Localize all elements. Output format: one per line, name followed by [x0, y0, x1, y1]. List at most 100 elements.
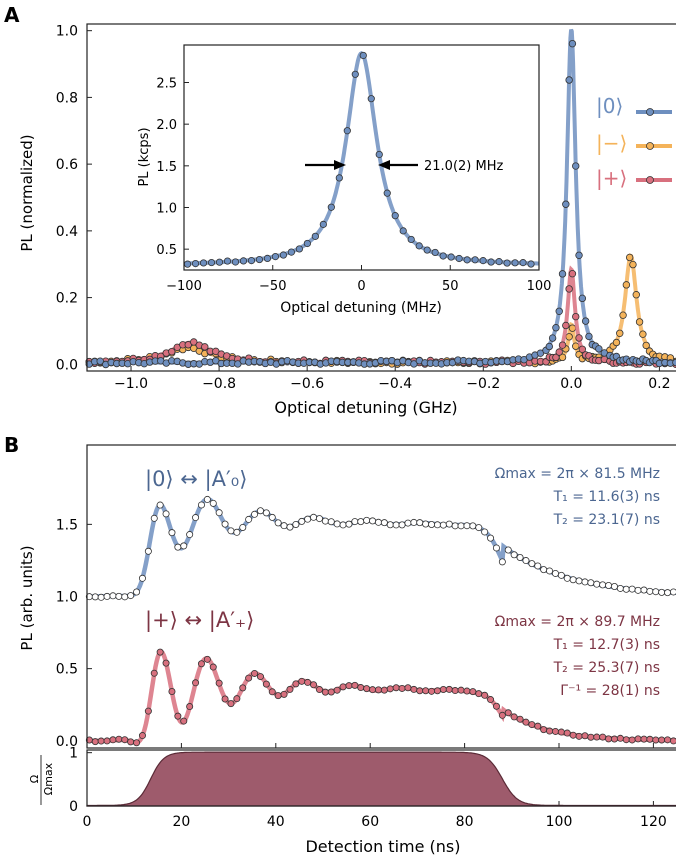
panel-b-point-1-2	[97, 737, 105, 745]
inset-point-16	[311, 232, 319, 240]
panel-b-point-0-43	[339, 521, 347, 529]
panel-b-point-0-88	[605, 581, 613, 589]
panel-b-point-1-4	[109, 736, 117, 744]
panel-b-point-0-87	[599, 581, 607, 589]
panel-b-point-0-93	[634, 586, 642, 594]
panel-b-point-1-8	[133, 739, 141, 747]
panel-a-point-2-19	[190, 338, 198, 346]
panel-b-point-1-16	[180, 717, 188, 725]
inset-plot: −100 −50 0 50 100 0.5 1.0 1.5 2.0 2.5	[156, 51, 552, 294]
inset-xtick-label-1: −50	[259, 279, 286, 294]
a-xtick-label-6: 0.2	[648, 376, 670, 392]
panel-b-point-1-6	[121, 736, 129, 744]
panel-b-point-1-46	[357, 684, 365, 692]
inset-point-22	[359, 51, 367, 60]
panel-b-point-1-69	[492, 702, 500, 710]
panel-a-point-1-109	[632, 291, 640, 299]
inset-xtick-label-4: 100	[527, 279, 552, 294]
fwhm-arrow-left-head	[334, 160, 346, 170]
panel-b-point-0-42	[333, 520, 341, 528]
panel-b-point-1-92	[628, 736, 636, 744]
trace-0-label: |0⟩ ↔ |A′₀⟩	[145, 467, 247, 492]
panel-b-point-1-37	[304, 678, 312, 686]
panel-b-point-0-55	[410, 518, 418, 526]
panel-b-point-1-45	[351, 681, 359, 689]
panel-b-point-1-26	[239, 684, 247, 692]
inset-point-36	[471, 256, 479, 264]
panel-b-point-1-60	[439, 685, 447, 693]
panel-a-point-0-92	[572, 162, 580, 170]
panel-a-point-0-86	[552, 324, 560, 332]
panel-a-point-2-86	[552, 353, 560, 362]
inset-point-28	[407, 235, 415, 244]
panel-b-point-1-82	[569, 731, 577, 739]
drive-ylabel-num: Ω	[28, 775, 41, 783]
panel-label-b: B	[4, 433, 19, 457]
panel-b-point-0-52	[392, 521, 400, 529]
drive-xtick-label-3: 60	[361, 814, 379, 830]
panel-b-point-0-72	[510, 551, 518, 559]
panel-b-point-1-64	[463, 687, 471, 695]
panel-b-point-1-95	[646, 735, 654, 743]
panel-b-point-1-20	[203, 655, 211, 663]
panel-b-point-0-3	[103, 592, 111, 600]
panel-b-point-0-38	[310, 513, 318, 521]
drive-ytick-label-1: 1	[69, 746, 78, 762]
panel-b-point-0-22	[215, 509, 223, 517]
inset-point-6	[231, 258, 240, 266]
drive-plot: 0 20 40 60 80 100 120 0 1	[69, 746, 676, 830]
inset-point-27	[399, 227, 407, 235]
inset-point-0	[183, 260, 192, 268]
panel-b-point-1-27	[245, 674, 253, 682]
inset-point-42	[519, 259, 527, 267]
panel-a-point-1-110	[635, 318, 644, 326]
panel-b-point-1-91	[622, 736, 630, 744]
panel-a-point-0-96	[585, 332, 593, 341]
panel-b-point-0-91	[622, 585, 630, 593]
panel-a-point-2-91	[568, 269, 577, 278]
drive-xtick-label-4: 80	[456, 814, 474, 830]
panel-b-point-0-8	[133, 588, 141, 596]
panel-b-point-1-12	[156, 648, 164, 656]
panel-b-point-0-21	[209, 499, 217, 507]
panel-b-point-1-14	[168, 687, 176, 695]
panel-b-frame	[86, 444, 676, 749]
panel-b-point-1-57	[422, 687, 430, 695]
panel-b-point-0-71	[504, 546, 512, 554]
trace-1-t1: T₁ = 12.7(3) ns	[553, 637, 660, 653]
inset-point-8	[247, 257, 256, 265]
trace-1-t2: T₂ = 25.3(7) ns	[553, 660, 660, 676]
panel-b-point-1-42	[333, 686, 341, 694]
inset-point-15	[303, 239, 311, 248]
panel-b-point-0-57	[422, 520, 430, 528]
panel-b-point-1-11	[150, 669, 158, 677]
panel-b-point-0-35	[292, 520, 300, 528]
inset-point-32	[439, 252, 447, 260]
panel-b-point-0-66	[475, 524, 483, 532]
legend-marker-1	[646, 142, 654, 150]
panel-b-ylabel: PL (arb. units)	[18, 545, 36, 650]
panel-b-point-0-92	[628, 585, 636, 593]
panel-b-points-1	[85, 648, 676, 747]
panel-b-point-1-65	[469, 688, 477, 696]
panel-b-point-0-1	[91, 593, 99, 601]
inset-point-11	[271, 253, 280, 261]
panel-b-point-1-25	[233, 695, 241, 703]
panel-b-point-0-47	[363, 516, 371, 524]
panel-b-point-0-46	[357, 518, 365, 526]
inset-point-25	[383, 189, 391, 197]
panel-b-point-0-11	[150, 514, 158, 522]
panel-b-point-0-7	[127, 592, 135, 600]
panel-b-point-1-36	[298, 677, 306, 685]
panel-b-point-0-9	[138, 574, 146, 582]
drive-xtick-label-1: 20	[172, 814, 190, 830]
panel-a-xlabel: Optical detuning (GHz)	[274, 398, 457, 417]
panel-b-point-0-62	[451, 522, 459, 530]
panel-b-point-0-70	[498, 558, 506, 566]
panel-b-point-0-5	[115, 592, 123, 600]
legend-label-0: |0⟩	[596, 94, 623, 118]
panel-b-point-1-40	[321, 688, 329, 696]
panel-b-point-1-74	[522, 718, 530, 726]
panel-b-point-1-39	[315, 686, 323, 694]
inset-xtick-label-2: 0	[357, 279, 365, 294]
